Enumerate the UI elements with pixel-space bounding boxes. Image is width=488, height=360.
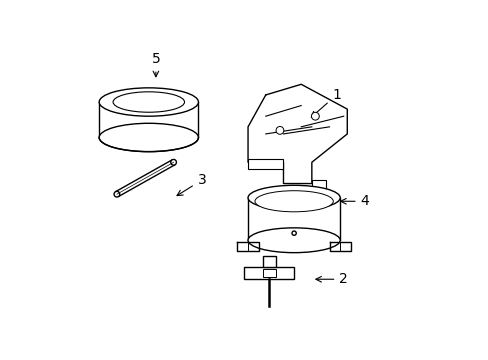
Bar [262,269,276,278]
Ellipse shape [247,185,340,210]
Ellipse shape [247,228,340,253]
Ellipse shape [254,191,333,212]
Bar [244,267,293,279]
Bar [247,159,283,169]
Text: 3: 3 [177,173,206,195]
Text: 1: 1 [311,88,341,117]
Bar [311,180,325,191]
Polygon shape [115,160,175,197]
Ellipse shape [99,88,198,116]
Ellipse shape [291,231,296,235]
Ellipse shape [114,192,120,197]
Text: 4: 4 [340,194,368,208]
Text: 2: 2 [315,272,347,286]
Ellipse shape [311,112,319,120]
Ellipse shape [113,92,184,112]
Ellipse shape [276,126,283,134]
Ellipse shape [170,159,176,165]
Text: 5: 5 [151,53,160,77]
Ellipse shape [99,123,198,152]
Bar [262,256,276,267]
